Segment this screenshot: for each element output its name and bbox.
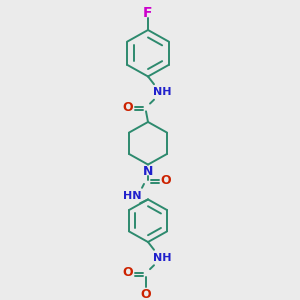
Text: NH: NH	[153, 87, 171, 97]
Text: O: O	[123, 101, 133, 114]
Text: NH: NH	[153, 253, 171, 262]
Text: F: F	[143, 6, 153, 20]
Text: O: O	[141, 288, 151, 300]
Text: N: N	[143, 165, 153, 178]
Text: HN: HN	[123, 190, 141, 200]
Text: O: O	[123, 266, 133, 280]
Text: O: O	[161, 174, 171, 187]
